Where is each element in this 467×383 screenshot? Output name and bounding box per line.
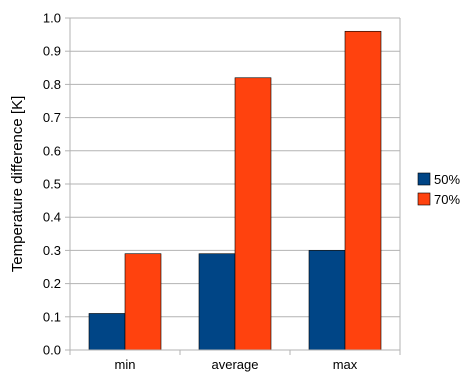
bar-50%-max [308,250,346,351]
y-tick-label: 0.6 [43,143,61,158]
legend-label: 50% [434,172,460,187]
legend: 50%70% [417,172,460,207]
y-tick-label: 0.2 [43,276,61,291]
x-axis-ticks: min average max [69,350,401,372]
legend-swatch-70% [417,192,431,206]
y-tick-label: 1.0 [43,11,61,26]
bar-70%-average [234,77,272,351]
y-tick-label: 0.0 [43,343,61,358]
legend-swatch-50% [417,172,431,186]
y-tick-label: 0.9 [43,44,61,59]
bars [88,30,382,351]
y-axis-title: Temperature difference [K] [9,96,26,272]
x-tick-label: max [333,357,358,372]
bar-50%-average [198,253,236,351]
y-tick-label: 0.8 [43,77,61,92]
y-tick-label: 0.1 [43,309,61,324]
y-tick-label: 0.4 [43,210,61,225]
y-axis-ticks: 0.0 0.1 0.2 0.3 0.4 0.5 0.6 0.7 0.8 0.9 1.0 [43,11,70,358]
y-tick-label: 0.3 [43,243,61,258]
y-tick-label: 0.5 [43,177,61,192]
x-tick-label: average [212,357,259,372]
x-tick-label: min [115,357,136,372]
y-tick-label: 0.7 [43,110,61,125]
bar-50%-min [88,313,126,351]
axes [69,18,401,351]
bar-70%-min [124,253,162,351]
bar-70%-max [344,30,382,351]
legend-label: 70% [434,192,460,207]
